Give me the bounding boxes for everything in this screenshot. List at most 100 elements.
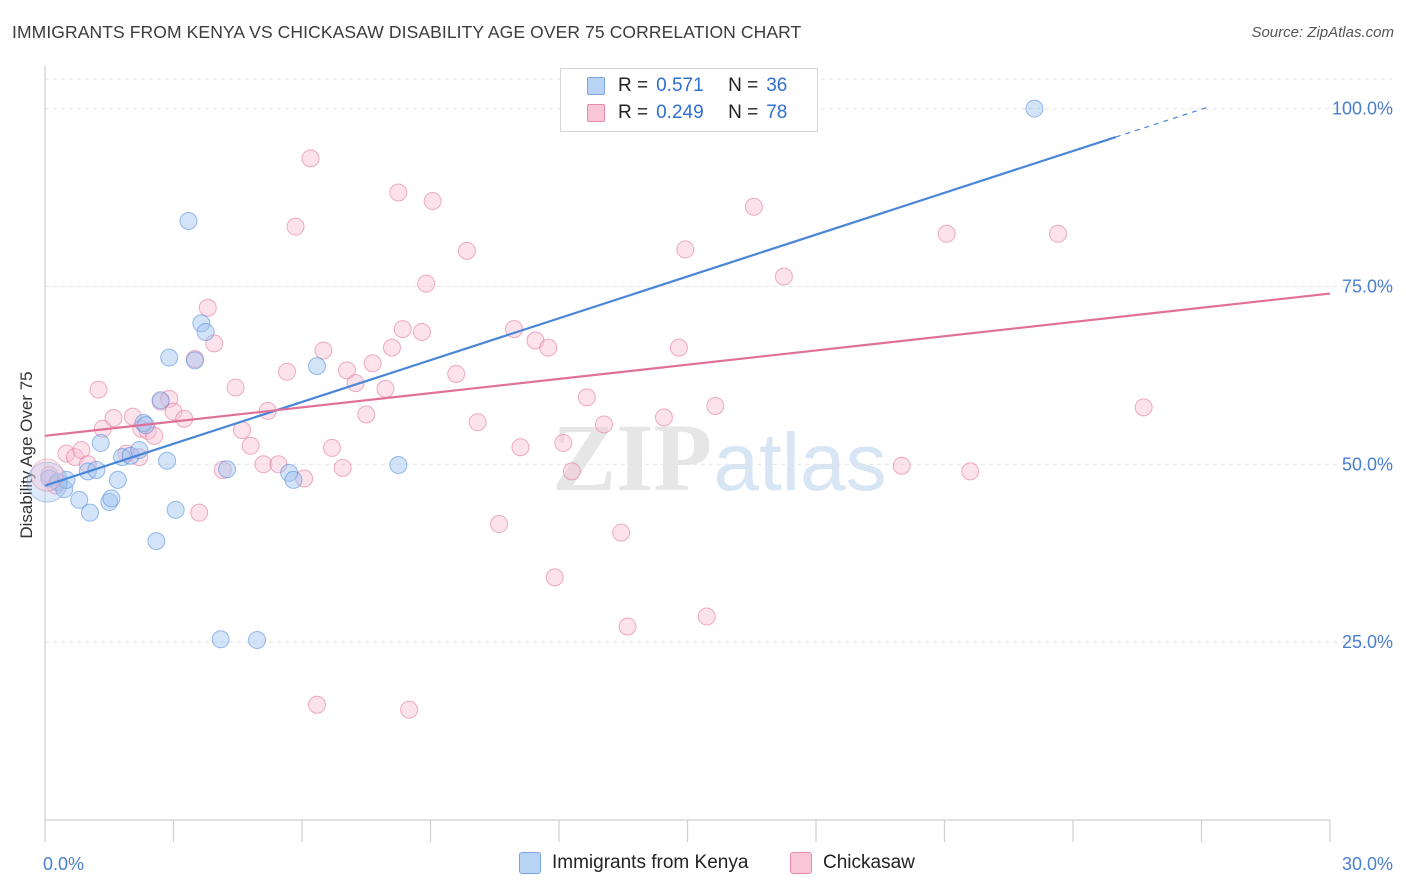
- chickasaw-point: [337, 361, 356, 380]
- kenya-point: [102, 489, 121, 508]
- kenya-point: [80, 503, 99, 522]
- chickasaw-point: [490, 515, 509, 534]
- series-label-kenya: Immigrants from Kenya: [552, 852, 749, 873]
- chickasaw-point: [278, 362, 297, 381]
- chickasaw-point: [307, 695, 326, 714]
- chickasaw-point: [412, 322, 431, 341]
- correlation-legend: R = 0.571 N = 36 R = 0.249 N = 78: [560, 68, 818, 132]
- kenya-point: [284, 470, 303, 489]
- watermark-zip: ZIP: [552, 404, 712, 511]
- kenya-point: [307, 357, 326, 376]
- chickasaw-point: [1049, 224, 1068, 243]
- chickasaw-point: [382, 338, 401, 357]
- legend-r-value: 0.571: [656, 75, 704, 96]
- legend-r-value: 0.249: [656, 102, 704, 123]
- source-label: Source: ZipAtlas.com: [1251, 24, 1394, 41]
- kenya-point: [108, 470, 127, 489]
- chickasaw-point: [190, 503, 209, 522]
- kenya-point: [389, 455, 408, 474]
- chickasaw-point: [322, 438, 341, 457]
- chickasaw-point: [314, 341, 333, 360]
- legend-n-value: 78: [766, 102, 788, 123]
- kenya-point: [147, 532, 166, 551]
- chickasaw-point: [89, 380, 108, 399]
- chickasaw-point: [697, 607, 716, 626]
- chickasaw-point: [389, 183, 408, 202]
- chickasaw-point: [104, 409, 123, 428]
- trend-lines: [44, 105, 1331, 487]
- y-tick-label: 50.0%: [1342, 454, 1393, 474]
- chickasaw-point: [447, 364, 466, 383]
- chickasaw-point: [892, 456, 911, 475]
- kenya-point: [91, 433, 110, 452]
- chickasaw-point: [1134, 398, 1153, 417]
- chickasaw-point: [676, 240, 695, 259]
- series-legend: Immigrants from Kenya Chickasaw: [0, 852, 1406, 878]
- chickasaw-point: [545, 568, 564, 587]
- kenya-trend-line: [44, 135, 1117, 487]
- chickasaw-point: [774, 267, 793, 286]
- chickasaw-point: [400, 700, 419, 719]
- kenya-point: [158, 451, 177, 470]
- axes: [44, 66, 1331, 842]
- kenya-point: [179, 211, 198, 230]
- kenya-point: [160, 348, 179, 367]
- kenya-trend-extension: [1115, 105, 1211, 138]
- kenya-point: [166, 500, 185, 519]
- chickasaw-point: [286, 217, 305, 236]
- chickasaw-point: [468, 413, 487, 432]
- series-label-chickasaw: Chickasaw: [823, 852, 915, 873]
- chickasaw-point: [346, 374, 365, 393]
- tick-labels: 25.0% 50.0% 75.0% 100.0% 0.0% 30.0%: [43, 99, 1393, 874]
- watermark-atlas: atlas: [713, 417, 886, 508]
- chickasaw-trend-line: [44, 292, 1331, 437]
- kenya-point: [26, 461, 68, 503]
- series-legend-kenya[interactable]: Immigrants from Kenya: [519, 852, 748, 874]
- legend-swatch-kenya: [587, 77, 605, 95]
- chickasaw-point: [357, 405, 376, 424]
- chickasaw-point: [164, 402, 183, 421]
- kenya-point: [218, 460, 237, 479]
- kenya-point: [57, 470, 76, 489]
- chickasaw-point: [961, 462, 980, 481]
- kenya-point: [248, 631, 267, 650]
- chickasaw-point: [363, 354, 382, 373]
- chickasaw-point: [539, 338, 558, 357]
- chickasaw-point: [241, 436, 260, 455]
- kenya-point: [196, 322, 215, 341]
- chickasaw-point: [198, 298, 217, 317]
- kenya-point: [185, 351, 204, 370]
- legend-n-label: N =: [728, 75, 759, 96]
- chickasaw-point: [937, 224, 956, 243]
- scatter-points: [26, 99, 1153, 719]
- chickasaw-point: [577, 388, 596, 407]
- legend-r-label: R =: [618, 75, 649, 96]
- chickasaw-point: [301, 149, 320, 168]
- series-legend-chickasaw[interactable]: Chickasaw: [790, 852, 915, 874]
- chickasaw-point: [333, 458, 352, 477]
- chickasaw-point: [423, 192, 442, 211]
- kenya-point: [70, 490, 89, 509]
- legend-n-label: N =: [728, 102, 759, 123]
- kenya-point: [1025, 99, 1044, 118]
- chickasaw-point: [376, 379, 395, 398]
- chickasaw-point: [254, 455, 273, 474]
- legend-row-chickasaw: R = 0.249 N = 78: [587, 101, 787, 125]
- series-swatch-chickasaw: [790, 852, 812, 874]
- chickasaw-point: [457, 241, 476, 260]
- y-tick-label: 75.0%: [1342, 276, 1393, 296]
- y-tick-label: 100.0%: [1332, 99, 1393, 119]
- chickasaw-point: [30, 458, 64, 492]
- kenya-point: [211, 630, 230, 649]
- legend-row-kenya: R = 0.571 N = 36: [587, 74, 787, 98]
- legend-swatch-chickasaw: [587, 104, 605, 122]
- chickasaw-point: [612, 523, 631, 542]
- chickasaw-point: [744, 197, 763, 216]
- chickasaw-point: [618, 617, 637, 636]
- x-tick-label: 0.0%: [43, 854, 84, 874]
- series-swatch-kenya: [519, 852, 541, 874]
- kenya-point: [192, 314, 211, 333]
- y-tick-label: 25.0%: [1342, 632, 1393, 652]
- kenya-point: [151, 391, 170, 410]
